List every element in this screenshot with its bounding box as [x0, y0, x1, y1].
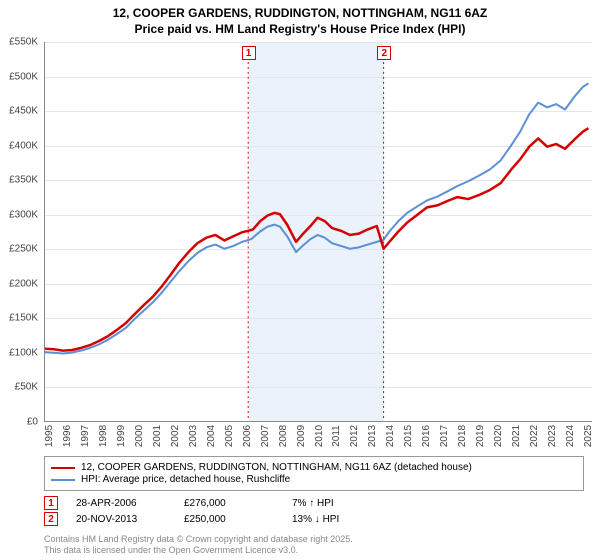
x-tick-label: 2021 — [511, 425, 522, 447]
x-tick-label: 2018 — [457, 425, 468, 447]
x-tick-label: 2019 — [475, 425, 486, 447]
series-property — [45, 128, 588, 351]
x-tick-label: 2016 — [421, 425, 432, 447]
y-tick-label: £500K — [9, 71, 38, 82]
y-axis: £0£50K£100K£150K£200K£250K£300K£350K£400… — [0, 42, 42, 422]
footer-line-2: This data is licensed under the Open Gov… — [44, 545, 353, 556]
x-tick-label: 1996 — [62, 425, 73, 447]
x-tick-label: 2008 — [278, 425, 289, 447]
y-tick-label: £400K — [9, 140, 38, 151]
x-tick-label: 2017 — [439, 425, 450, 447]
footer-line-1: Contains HM Land Registry data © Crown c… — [44, 534, 353, 545]
sale-records: 1 28-APR-2006 £276,000 7% ↑ HPI 2 20-NOV-2013… — [44, 494, 584, 528]
y-tick-label: £550K — [9, 37, 38, 48]
x-tick-label: 1998 — [98, 425, 109, 447]
chart-title: 12, COOPER GARDENS, RUDDINGTON, NOTTINGH… — [0, 0, 600, 39]
x-tick-label: 1995 — [44, 425, 55, 447]
y-tick-label: £200K — [9, 278, 38, 289]
x-tick-label: 2025 — [583, 425, 594, 447]
x-tick-label: 2000 — [134, 425, 145, 447]
x-tick-label: 2023 — [547, 425, 558, 447]
x-tick-label: 2024 — [565, 425, 576, 447]
chart-lines — [45, 42, 592, 421]
x-axis: 1995 1996 1997 1998 1999 2000 2001 2002 2003 2004… — [44, 422, 592, 452]
y-tick-label: £300K — [9, 209, 38, 220]
sale-price: £250,000 — [184, 514, 274, 525]
footer-attribution: Contains HM Land Registry data © Crown c… — [44, 534, 353, 556]
x-tick-label: 2004 — [206, 425, 217, 447]
sale-price: £276,000 — [184, 498, 274, 509]
x-tick-label: 2020 — [493, 425, 504, 447]
legend-row: HPI: Average price, detached house, Rush… — [51, 474, 577, 485]
x-tick-label: 2002 — [170, 425, 181, 447]
sale-delta: 7% ↑ HPI — [292, 498, 382, 509]
legend-swatch — [51, 467, 75, 469]
y-tick-label: £100K — [9, 347, 38, 358]
sale-num-box: 1 — [44, 496, 58, 510]
legend-box: 12, COOPER GARDENS, RUDDINGTON, NOTTINGH… — [44, 456, 584, 491]
x-tick-label: 2005 — [224, 425, 235, 447]
sale-num-box: 2 — [44, 512, 58, 526]
x-tick-label: 2013 — [367, 425, 378, 447]
y-tick-label: £150K — [9, 313, 38, 324]
x-tick-label: 1997 — [80, 425, 91, 447]
sale-marker-1: 1 — [242, 46, 256, 60]
sale-row: 2 20-NOV-2013 £250,000 13% ↓ HPI — [44, 512, 584, 526]
x-tick-label: 2009 — [296, 425, 307, 447]
x-tick-label: 2003 — [188, 425, 199, 447]
legend-swatch — [51, 479, 75, 481]
x-tick-label: 1999 — [116, 425, 127, 447]
y-tick-label: £350K — [9, 175, 38, 186]
y-tick-label: £450K — [9, 106, 38, 117]
y-tick-label: £50K — [15, 382, 38, 393]
legend-row: 12, COOPER GARDENS, RUDDINGTON, NOTTINGH… — [51, 462, 577, 473]
x-tick-label: 2014 — [385, 425, 396, 447]
plot-area: 12 — [44, 42, 592, 422]
x-tick-label: 2001 — [152, 425, 163, 447]
x-tick-label: 2006 — [242, 425, 253, 447]
legend-label: HPI: Average price, detached house, Rush… — [81, 474, 290, 485]
sale-date: 20-NOV-2013 — [76, 514, 166, 525]
x-tick-label: 2022 — [529, 425, 540, 447]
y-tick-label: £0 — [27, 417, 38, 428]
chart-container: 12, COOPER GARDENS, RUDDINGTON, NOTTINGH… — [0, 0, 600, 560]
y-tick-label: £250K — [9, 244, 38, 255]
title-line-2: Price paid vs. HM Land Registry's House … — [10, 22, 590, 38]
sale-delta: 13% ↓ HPI — [292, 514, 382, 525]
title-line-1: 12, COOPER GARDENS, RUDDINGTON, NOTTINGH… — [10, 6, 590, 22]
sale-marker-2: 2 — [377, 46, 391, 60]
x-tick-label: 2010 — [314, 425, 325, 447]
x-tick-label: 2015 — [403, 425, 414, 447]
legend-label: 12, COOPER GARDENS, RUDDINGTON, NOTTINGH… — [81, 462, 472, 473]
x-tick-label: 2012 — [349, 425, 360, 447]
x-tick-label: 2007 — [260, 425, 271, 447]
x-tick-label: 2011 — [331, 425, 342, 447]
sale-date: 28-APR-2006 — [76, 498, 166, 509]
sale-row: 1 28-APR-2006 £276,000 7% ↑ HPI — [44, 496, 584, 510]
